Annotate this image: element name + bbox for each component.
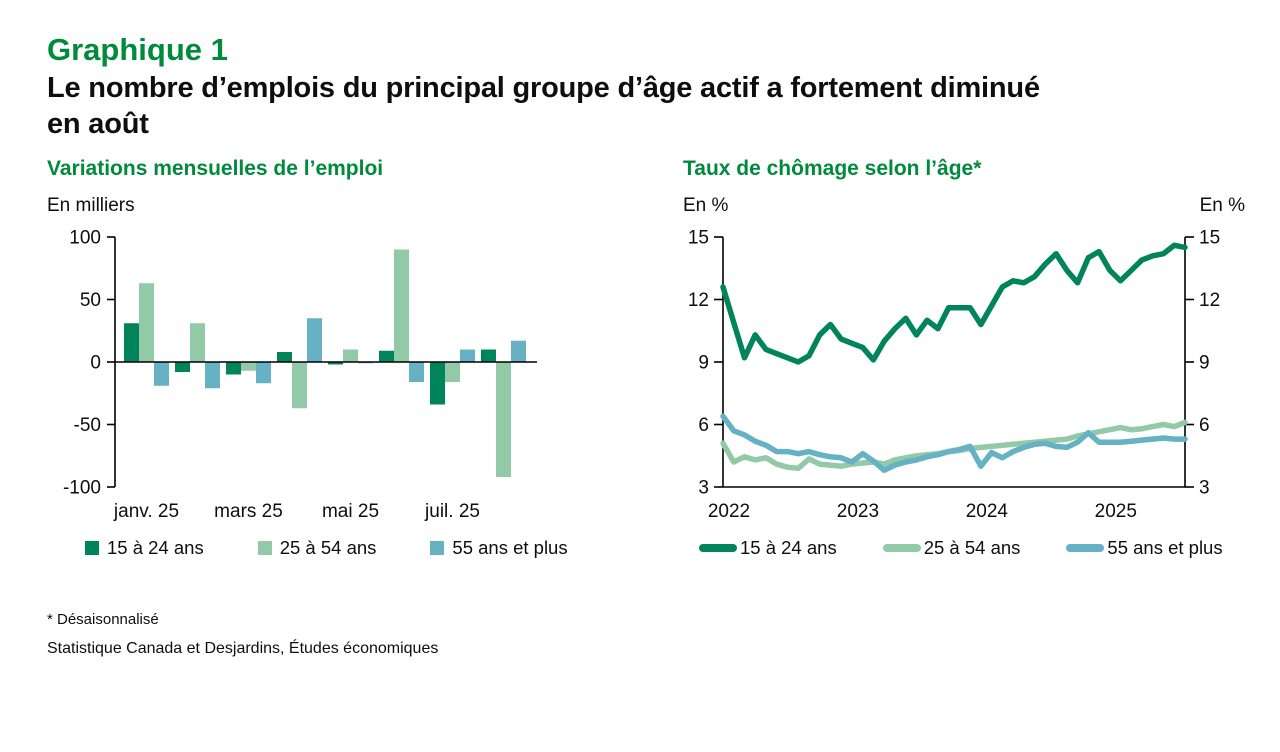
bar-series-0 (124, 323, 496, 405)
legend-swatch-25-54 (257, 541, 272, 556)
svg-text:juil. 25: juil. 25 (424, 501, 480, 522)
charts-row: Variations mensuelles de l’emploi En mil… (47, 156, 1280, 559)
bar (409, 362, 424, 383)
legend-line-label-15-24: 15 à 24 ans (740, 537, 837, 559)
bar (379, 350, 394, 363)
bar (394, 249, 409, 363)
line-axes: 3 3 6 6 9 9 12 12 15 15 (688, 228, 1220, 499)
bar (445, 362, 460, 383)
unemployment-rate-panel: Taux de chômage selon l’âge* En % En % 3… (683, 156, 1245, 559)
legend-item-line-55-plus: 55 ans et plus (1066, 537, 1223, 559)
svg-text:3: 3 (698, 478, 709, 499)
svg-text:janv. 25: janv. 25 (113, 501, 179, 522)
bar (343, 349, 358, 363)
bar (175, 362, 190, 373)
bar (307, 318, 322, 363)
bar-chart-unit-row: En milliers (47, 195, 625, 217)
bar-chart-unit-label: En milliers (47, 195, 135, 217)
svg-text:50: 50 (80, 290, 101, 311)
svg-text:12: 12 (1199, 290, 1220, 311)
svg-text:9: 9 (1199, 353, 1210, 374)
bar (190, 323, 205, 363)
legend-item-25-54: 25 à 54 ans (257, 537, 377, 559)
bar (511, 340, 526, 363)
bar (256, 362, 271, 384)
legend-label-25-54: 25 à 54 ans (279, 537, 377, 559)
legend-item-55-plus: 55 ans et plus (430, 537, 568, 559)
bar (241, 362, 256, 371)
bar (277, 352, 292, 363)
bar-y-axis: 100 50 0 -50 -100 (63, 228, 116, 499)
svg-text:mars 25: mars 25 (214, 501, 283, 522)
legend-line-swatch-55-plus (1066, 544, 1105, 553)
bar-x-labels: janv. 25 mars 25 mai 25 juil. 25 (113, 501, 480, 522)
main-title-line1: Le nombre d’emplois du principal groupe … (47, 71, 1040, 104)
legend-item-line-15-24: 15 à 24 ans (699, 537, 837, 559)
bar-series (124, 249, 526, 478)
svg-text:6: 6 (1199, 415, 1210, 436)
bar (292, 362, 307, 409)
line-chart-unit-right: En % (1199, 195, 1245, 217)
svg-text:-50: -50 (74, 415, 101, 436)
bar (430, 362, 445, 405)
svg-text:100: 100 (69, 228, 101, 249)
bar-series-2 (154, 318, 526, 389)
legend-line-swatch-15-24 (699, 544, 737, 553)
line-series-1 (720, 419, 1188, 472)
svg-text:12: 12 (688, 290, 709, 311)
bar (124, 323, 139, 363)
line-series (720, 242, 1188, 474)
employment-bar-chart: 100 50 0 -50 -100 janv. 25 mars 25 mai 25 juil. … (63, 228, 537, 522)
svg-text:-100: -100 (63, 478, 101, 499)
main-title-line2: en août (47, 107, 149, 140)
svg-text:15: 15 (1199, 228, 1220, 249)
legend-item-15-24: 15 à 24 ans (85, 537, 204, 559)
svg-text:mai 25: mai 25 (322, 501, 379, 522)
svg-text:2023: 2023 (837, 501, 879, 522)
bar (139, 283, 154, 363)
legend-swatch-55-plus (430, 541, 445, 556)
svg-text:6: 6 (698, 415, 709, 436)
line-series-0 (720, 242, 1188, 365)
svg-text:2022: 2022 (708, 501, 750, 522)
bar (481, 349, 496, 363)
svg-text:9: 9 (698, 353, 709, 374)
bar (205, 362, 220, 389)
report-kicker: Graphique 1 (47, 32, 228, 67)
bar (154, 362, 169, 386)
svg-text:0: 0 (90, 353, 101, 374)
legend-line-label-25-54: 25 à 54 ans (923, 537, 1021, 559)
line-chart-unit-left: En % (683, 195, 729, 217)
page: Graphique 1 Le nombre d’emplois du princ… (0, 32, 1280, 752)
unemployment-line-chart: 3 3 6 6 9 9 12 12 15 15 2022 2023 2024 2025 (688, 228, 1220, 523)
svg-text:3: 3 (1199, 478, 1210, 499)
bar (226, 362, 241, 375)
source-line: Statistique Canada et Desjardins, Études… (47, 640, 439, 658)
line-chart-title: Taux de chômage selon l’âge* (683, 157, 982, 181)
bar (496, 362, 511, 478)
svg-text:2024: 2024 (966, 501, 1009, 522)
legend-line-label-55-plus: 55 ans et plus (1107, 537, 1223, 559)
line-chart-unit-row: En % En % (683, 195, 1245, 217)
svg-text:15: 15 (688, 228, 709, 249)
footnote: * Désaisonnalisé (47, 611, 159, 629)
line-series-2 (720, 413, 1188, 474)
line-chart-legend: 15 à 24 ans 25 à 54 ans 55 ans et plus (683, 537, 1245, 559)
employment-change-panel: Variations mensuelles de l’emploi En mil… (47, 156, 625, 559)
legend-item-line-25-54: 25 à 54 ans (882, 537, 1021, 559)
bar (328, 362, 343, 365)
line-x-labels: 2022 2023 2024 2025 (708, 501, 1137, 522)
legend-label-55-plus: 55 ans et plus (452, 537, 568, 559)
legend-swatch-15-24 (85, 541, 99, 556)
bar-chart-title: Variations mensuelles de l’emploi (47, 157, 384, 181)
legend-label-15-24: 15 à 24 ans (107, 537, 204, 559)
legend-line-swatch-25-54 (882, 544, 921, 553)
bar (460, 349, 475, 363)
svg-text:2025: 2025 (1095, 501, 1137, 522)
main-title: Le nombre d’emplois du principal groupe … (47, 70, 1238, 143)
bar-series-1 (139, 249, 511, 478)
bar-chart-legend: 15 à 24 ans 25 à 54 ans 55 ans et plus (47, 537, 625, 559)
